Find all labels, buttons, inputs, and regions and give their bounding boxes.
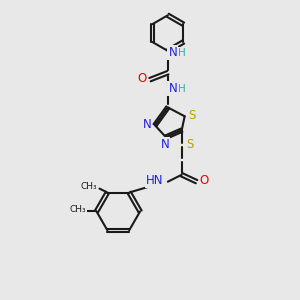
Text: N: N bbox=[143, 118, 152, 131]
Text: S: S bbox=[186, 138, 193, 151]
Text: N: N bbox=[168, 46, 177, 59]
Text: HN: HN bbox=[146, 174, 164, 187]
Text: S: S bbox=[188, 109, 195, 122]
Text: N: N bbox=[160, 138, 169, 151]
Text: O: O bbox=[137, 72, 147, 85]
Text: CH₃: CH₃ bbox=[69, 205, 86, 214]
Text: H: H bbox=[178, 48, 186, 58]
Text: CH₃: CH₃ bbox=[80, 182, 97, 191]
Text: O: O bbox=[200, 174, 209, 187]
Text: H: H bbox=[178, 84, 186, 94]
Text: N: N bbox=[168, 82, 177, 95]
